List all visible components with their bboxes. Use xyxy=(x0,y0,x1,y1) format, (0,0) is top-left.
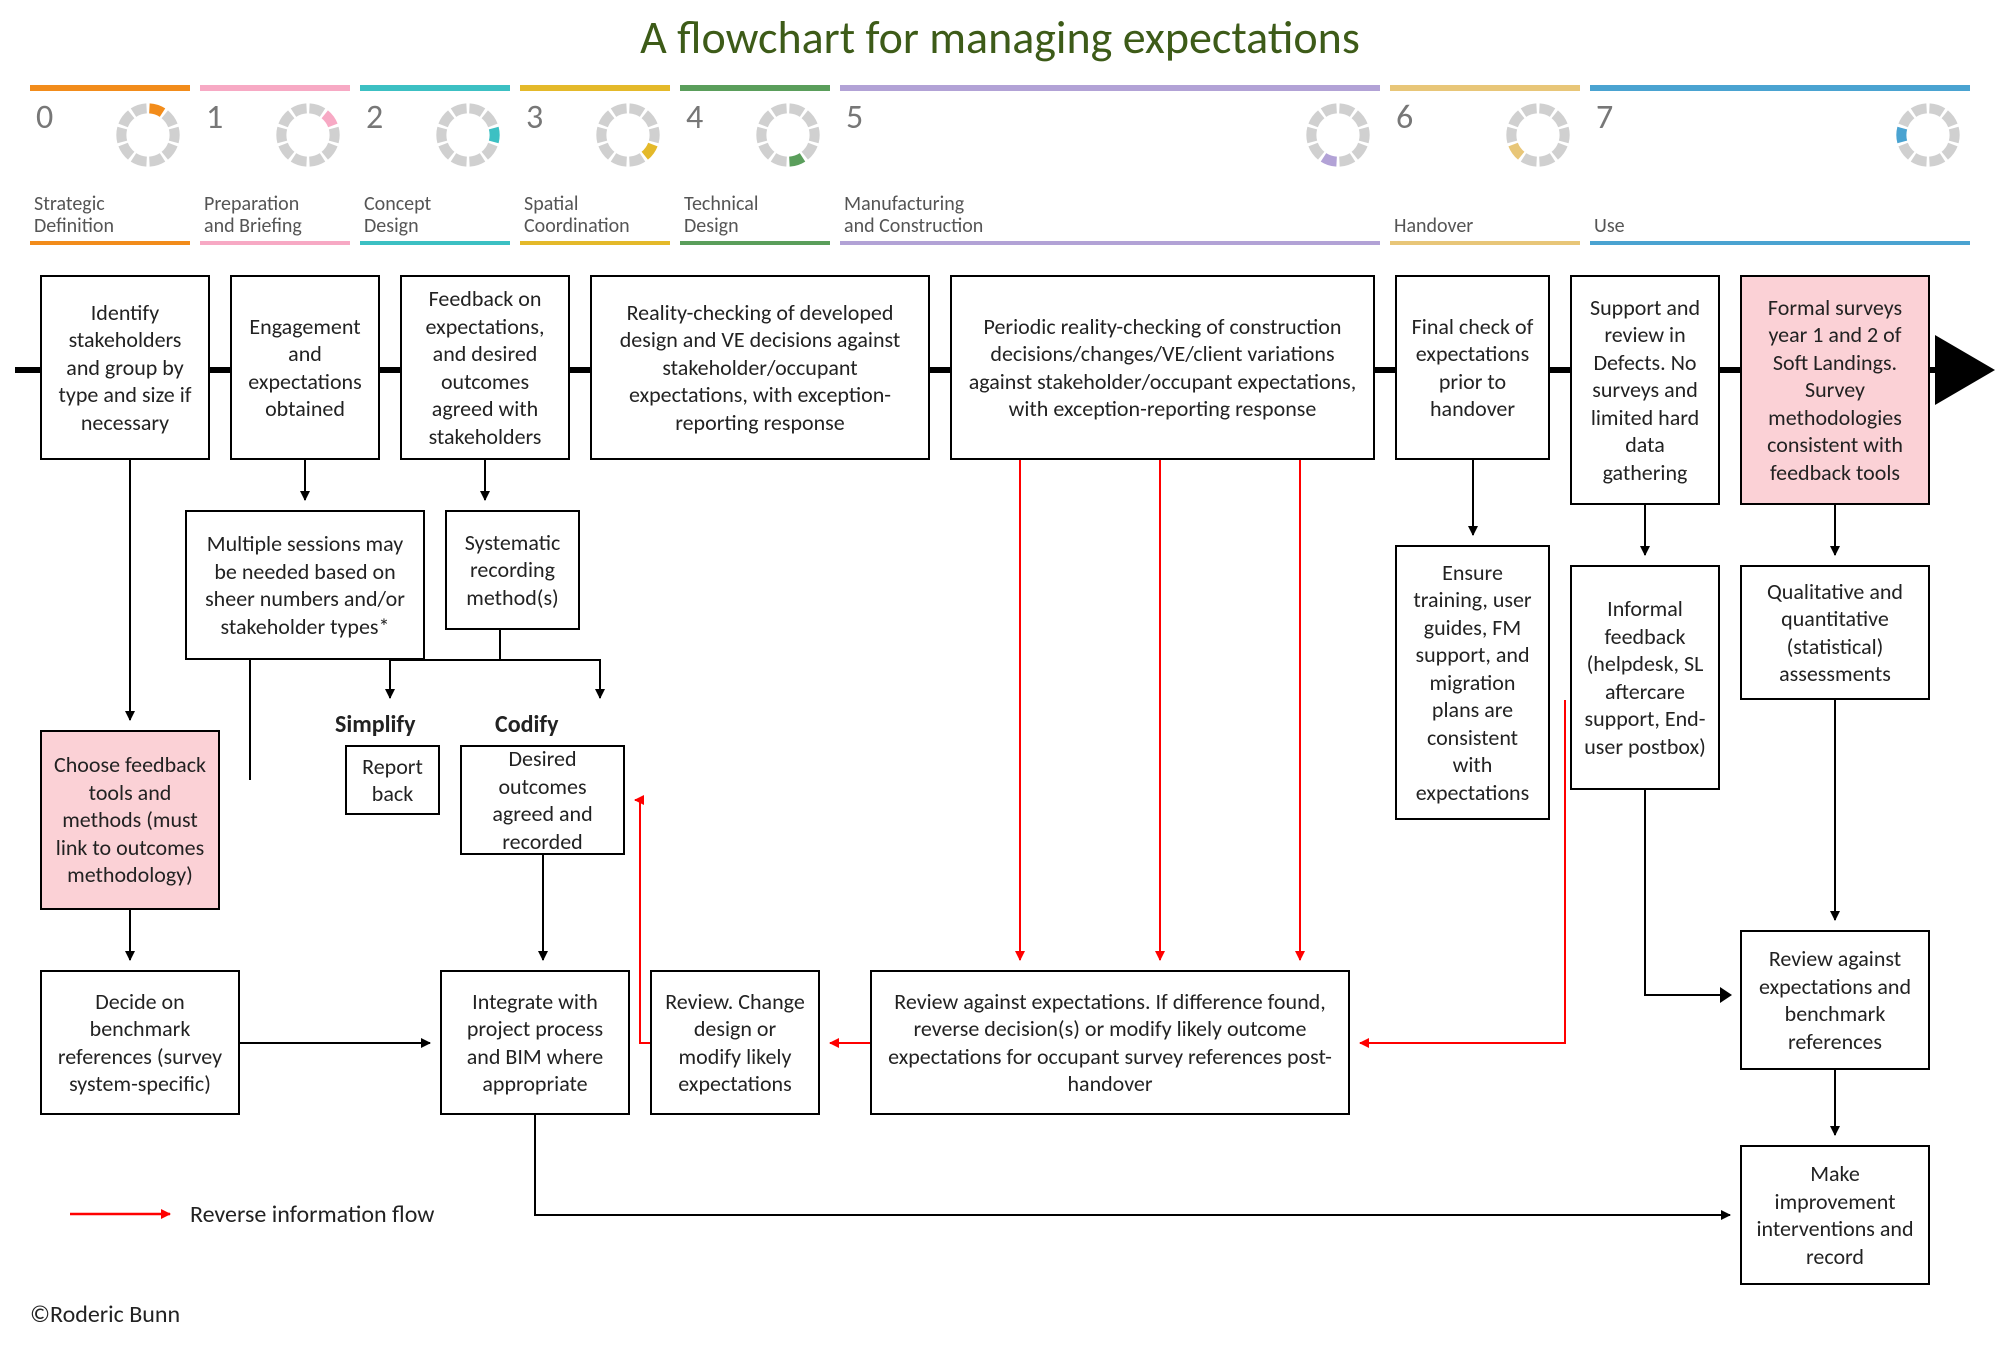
node-review34: Review. Change design or modify likely e… xyxy=(650,970,820,1115)
nodes-layer: Identify stakeholders and group by type … xyxy=(0,0,2000,1347)
node-n34: Reality-checking of developed design and… xyxy=(590,275,930,460)
node-review5: Review against expectations. If differen… xyxy=(870,970,1350,1115)
node-choose: Choose feedback tools and methods (must … xyxy=(40,730,220,910)
node-integrate: Integrate with project process and BIM w… xyxy=(440,970,630,1115)
node-sessions: Multiple sessions may be needed based on… xyxy=(185,510,425,660)
flowchart-page: A flowchart for managing expectations 0S… xyxy=(0,0,2000,1347)
label-codify: Codify xyxy=(495,710,558,739)
credit-text: ©Roderic Bunn xyxy=(30,1300,180,1329)
node-bench: Decide on benchmark references (survey s… xyxy=(40,970,240,1115)
label-simplify: Simplify xyxy=(335,710,416,739)
node-qualquant: Qualitative and quantitative (statistica… xyxy=(1740,565,1930,700)
node-n7a: Support and review in Defects. No survey… xyxy=(1570,275,1720,505)
legend-text: Reverse information flow xyxy=(190,1200,434,1229)
node-n0: Identify stakeholders and group by type … xyxy=(40,275,210,460)
node-informal: Informal feedback (helpdesk, SL aftercar… xyxy=(1570,565,1720,790)
node-n1: Engagement and expectations obtained xyxy=(230,275,380,460)
node-ensure: Ensure training, user guides, FM support… xyxy=(1395,545,1550,820)
node-sysrec: Systematic recording method(s) xyxy=(445,510,580,630)
node-codify: Desired outcomes agreed and recorded xyxy=(460,745,625,855)
node-n5: Periodic reality-checking of constructio… xyxy=(950,275,1375,460)
node-n7b: Formal surveys year 1 and 2 of Soft Land… xyxy=(1740,275,1930,505)
node-makeimp: Make improvement interventions and recor… xyxy=(1740,1145,1930,1285)
node-n2: Feedback on expectations, and desired ou… xyxy=(400,275,570,460)
node-revbench: Review against expectations and benchmar… xyxy=(1740,930,1930,1070)
node-report: Report back xyxy=(345,745,440,815)
node-n6: Final check of expectations prior to han… xyxy=(1395,275,1550,460)
